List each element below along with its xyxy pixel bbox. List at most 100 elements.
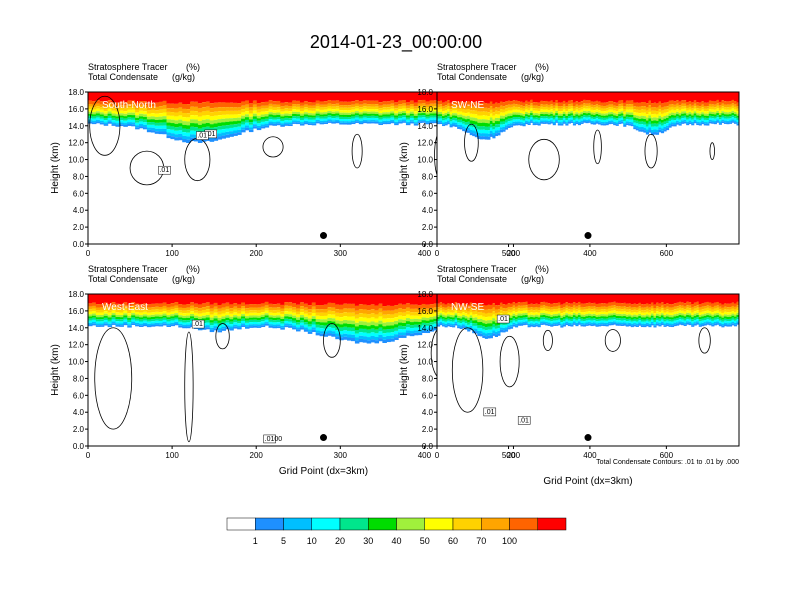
tracer-cell <box>620 103 624 107</box>
tracer-cell <box>347 92 352 102</box>
tracer-cell <box>593 308 597 312</box>
tracer-cell <box>520 322 524 325</box>
tracer-cell <box>166 323 172 326</box>
tracer-cell <box>233 303 238 307</box>
tracer-cell <box>197 313 203 317</box>
tracer-cell <box>507 306 511 310</box>
tracer-cell <box>600 115 604 118</box>
tracer-cell <box>217 308 223 312</box>
tracer-cell <box>600 324 604 326</box>
tracer-cell <box>178 319 183 322</box>
tracer-cell <box>545 100 549 105</box>
tracer-cell <box>425 101 431 105</box>
tracer-cell <box>217 119 223 123</box>
tracer-cell <box>462 321 466 325</box>
tracer-cell <box>272 324 277 327</box>
tracer-cell <box>280 323 285 326</box>
tracer-cell <box>595 114 599 117</box>
tracer-cell <box>88 314 93 317</box>
tracer-cell <box>442 303 446 308</box>
tracer-cell <box>331 302 336 308</box>
tracer-cell <box>540 104 544 107</box>
tracer-cell <box>515 117 519 120</box>
tracer-cell <box>425 320 431 324</box>
tracer-cell <box>107 294 113 305</box>
tracer-cell <box>547 107 551 111</box>
tracer-cell <box>335 309 340 313</box>
tracer-cell <box>557 92 561 103</box>
tracer-cell <box>515 114 519 118</box>
tracer-cell <box>256 294 262 305</box>
tracer-cell <box>327 103 332 106</box>
tracer-cell <box>648 127 652 131</box>
tracer-cell <box>444 321 448 324</box>
tracer-cell <box>615 124 619 126</box>
tracer-cell <box>166 312 172 316</box>
tracer-cell <box>276 294 281 304</box>
tracer-cell <box>276 112 281 115</box>
tracer-cell <box>335 320 340 324</box>
tracer-cell <box>540 111 544 114</box>
tracer-cell <box>512 100 516 104</box>
tracer-cell <box>540 315 544 318</box>
tracer-cell <box>127 100 132 105</box>
tracer-cell <box>439 310 443 314</box>
tracer-cell <box>437 307 441 310</box>
tracer-cell <box>307 294 313 306</box>
tracer-cell <box>635 92 639 103</box>
tracer-cell <box>370 332 376 336</box>
tracer-cell <box>252 100 258 105</box>
tracer-cell <box>492 112 496 116</box>
tracer-cell <box>530 105 534 109</box>
tracer-cell <box>623 302 627 307</box>
tracer-cell <box>429 324 434 328</box>
tracer-cell <box>600 117 604 120</box>
tracer-cell <box>150 314 156 317</box>
tracer-cell <box>711 118 715 121</box>
tracer-cell <box>284 313 289 317</box>
tracer-cell <box>142 119 148 123</box>
tracer-cell <box>139 104 144 108</box>
tracer-cell <box>681 115 685 119</box>
tracer-cell <box>370 304 376 310</box>
tracer-cell <box>517 92 521 102</box>
tracer-cell <box>366 318 372 323</box>
tracer-cell <box>660 122 665 126</box>
tracer-cell <box>417 113 423 116</box>
tracer-cell <box>603 115 607 118</box>
tracer-cell <box>560 120 564 123</box>
tracer-cell <box>537 102 541 107</box>
tracer-cell <box>457 126 461 129</box>
tracer-cell <box>703 122 707 124</box>
tracer-cell <box>640 92 644 103</box>
tracer-cell <box>711 92 715 101</box>
tracer-cell <box>449 303 453 308</box>
tracer-cell <box>311 108 317 111</box>
tracer-cell <box>142 114 148 117</box>
tracer-cell <box>217 304 223 309</box>
tracer-cell <box>625 312 629 315</box>
tracer-cell <box>292 120 297 123</box>
x-tick-label: 100 <box>165 451 179 460</box>
tracer-cell <box>307 113 313 116</box>
tracer-cell <box>520 119 524 123</box>
tracer-cell <box>378 119 383 122</box>
tracer-cell <box>439 114 443 117</box>
tracer-cell <box>459 111 463 115</box>
tracer-cell <box>474 121 478 125</box>
tracer-cell <box>618 311 622 314</box>
tracer-cell <box>398 303 403 309</box>
tracer-cell <box>135 102 140 107</box>
tracer-cell <box>299 306 305 310</box>
tracer-cell <box>613 307 617 311</box>
tracer-cell <box>575 109 579 113</box>
tracer-cell <box>386 339 391 343</box>
tracer-cell <box>107 118 113 121</box>
tracer-cell <box>405 110 411 114</box>
tracer-cell <box>91 313 97 316</box>
tracer-cell <box>119 117 124 121</box>
tracer-cell <box>405 333 411 336</box>
tracer-cell <box>623 313 627 316</box>
tracer-cell <box>276 319 281 323</box>
tracer-cell <box>193 92 199 102</box>
